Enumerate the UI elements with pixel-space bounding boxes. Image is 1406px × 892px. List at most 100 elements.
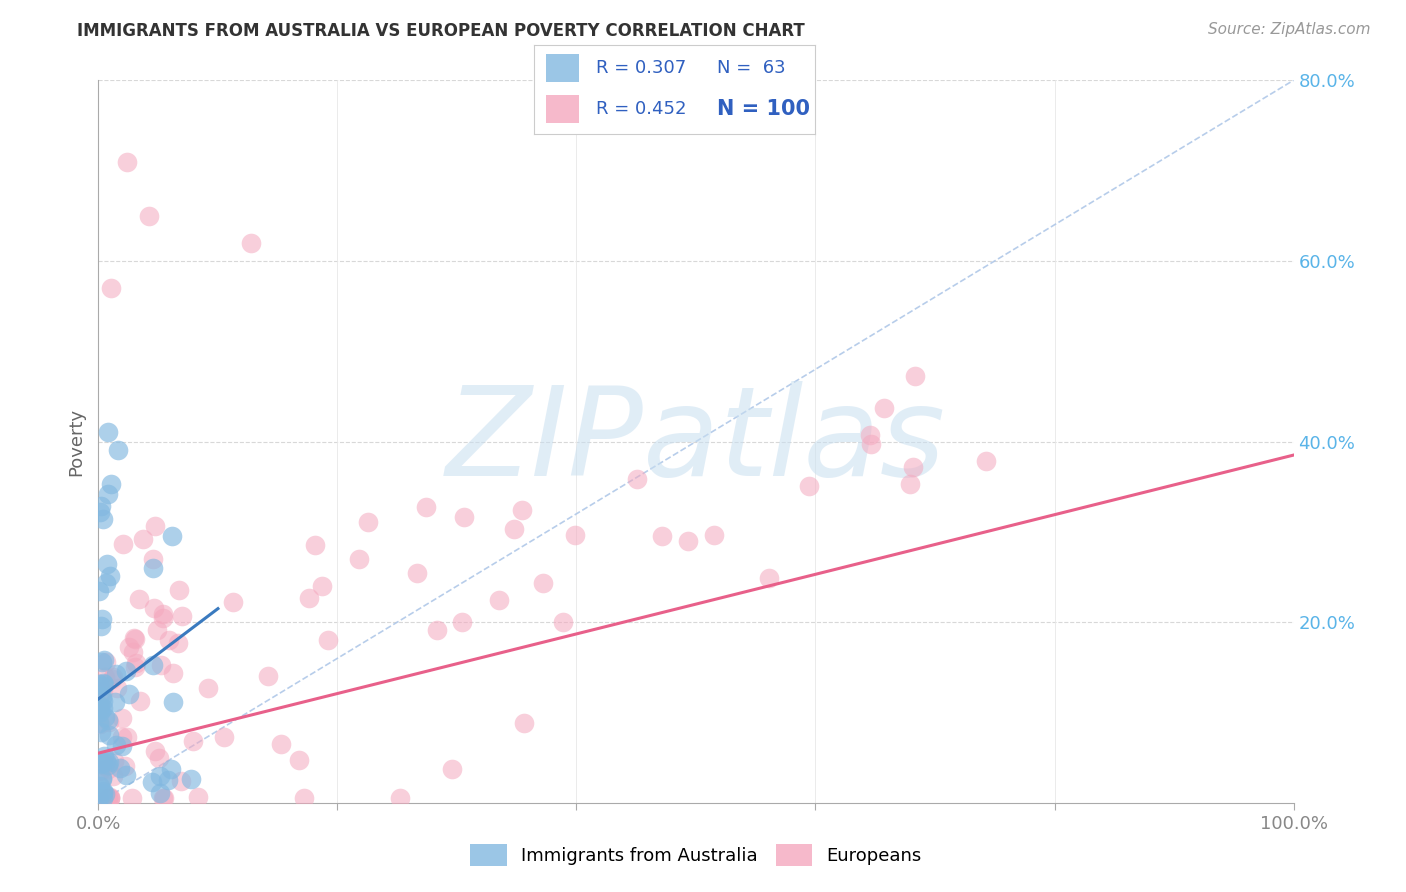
Point — [405, 566, 427, 580]
Point — [678, 534, 700, 549]
Point — [453, 510, 475, 524]
Point — [91, 694, 114, 708]
Point — [94, 655, 117, 669]
Point — [97, 728, 120, 742]
Point — [128, 591, 150, 606]
Point — [90, 499, 112, 513]
Point — [180, 772, 202, 787]
Point — [96, 557, 118, 571]
Point — [148, 751, 170, 765]
Point — [90, 724, 112, 739]
Point — [162, 665, 184, 680]
Point — [94, 670, 117, 684]
Point — [87, 698, 110, 712]
Text: R = 0.307: R = 0.307 — [596, 59, 686, 77]
Point — [89, 706, 111, 720]
Point — [111, 537, 134, 551]
Point — [93, 786, 115, 800]
Y-axis label: Poverty: Poverty — [67, 408, 86, 475]
Point — [797, 479, 820, 493]
Point — [89, 506, 111, 520]
Text: N =  63: N = 63 — [717, 59, 786, 77]
Point — [90, 756, 112, 771]
Point — [104, 695, 127, 709]
Point — [93, 749, 115, 764]
Point — [98, 714, 121, 729]
Point — [94, 710, 117, 724]
Point — [156, 773, 179, 788]
Point — [901, 460, 924, 475]
Point — [626, 472, 648, 486]
Point — [115, 768, 138, 782]
Point — [89, 715, 111, 730]
Point — [90, 771, 112, 785]
Point — [89, 779, 111, 793]
Text: IMMIGRANTS FROM AUSTRALIA VS EUROPEAN POVERTY CORRELATION CHART: IMMIGRANTS FROM AUSTRALIA VS EUROPEAN PO… — [77, 22, 806, 40]
Point — [292, 791, 315, 805]
Point — [100, 281, 122, 295]
Point — [347, 551, 370, 566]
Point — [304, 538, 326, 552]
Point — [162, 529, 184, 543]
Point — [270, 737, 292, 751]
Point — [90, 619, 112, 633]
Point — [93, 787, 115, 801]
Text: R = 0.452: R = 0.452 — [596, 100, 686, 118]
Point — [90, 690, 112, 704]
Point — [91, 512, 114, 526]
Point — [181, 734, 204, 748]
Text: Source: ZipAtlas.com: Source: ZipAtlas.com — [1208, 22, 1371, 37]
Point — [149, 769, 172, 783]
Point — [93, 784, 115, 798]
Text: N = 100: N = 100 — [717, 99, 810, 119]
Point — [172, 608, 194, 623]
Point — [531, 576, 554, 591]
Point — [415, 500, 437, 514]
Legend: Immigrants from Australia, Europeans: Immigrants from Australia, Europeans — [463, 837, 929, 873]
Point — [513, 715, 536, 730]
Point — [152, 611, 174, 625]
Point — [111, 711, 134, 725]
Point — [758, 571, 780, 585]
Point — [149, 787, 172, 801]
Point — [143, 600, 166, 615]
Point — [142, 657, 165, 672]
Point — [146, 623, 169, 637]
Point — [187, 790, 209, 805]
Point — [441, 762, 464, 776]
Point — [90, 612, 112, 626]
Point — [115, 730, 138, 744]
Point — [97, 762, 120, 776]
Point — [162, 695, 184, 709]
Point — [89, 791, 111, 805]
Point — [114, 664, 136, 678]
Point — [288, 753, 311, 767]
Point — [98, 569, 121, 583]
Point — [98, 791, 121, 805]
Point — [149, 658, 172, 673]
Point — [974, 454, 997, 468]
Point — [212, 730, 235, 744]
Bar — [546, 54, 579, 82]
Point — [90, 772, 112, 787]
Point — [97, 425, 120, 440]
Point — [121, 791, 143, 805]
Point — [143, 518, 166, 533]
Point — [311, 578, 333, 592]
Point — [167, 635, 190, 649]
Point — [100, 672, 122, 686]
Point — [118, 687, 141, 701]
Point — [122, 631, 145, 645]
Point — [152, 791, 174, 805]
Point — [97, 714, 120, 728]
Point — [141, 775, 163, 789]
Point — [103, 754, 125, 768]
Point — [388, 791, 411, 805]
Point — [503, 522, 526, 536]
Point — [904, 369, 927, 384]
Point — [859, 428, 882, 442]
Point — [703, 527, 725, 541]
Point — [129, 694, 152, 708]
Point — [357, 515, 380, 529]
Point — [89, 701, 111, 715]
